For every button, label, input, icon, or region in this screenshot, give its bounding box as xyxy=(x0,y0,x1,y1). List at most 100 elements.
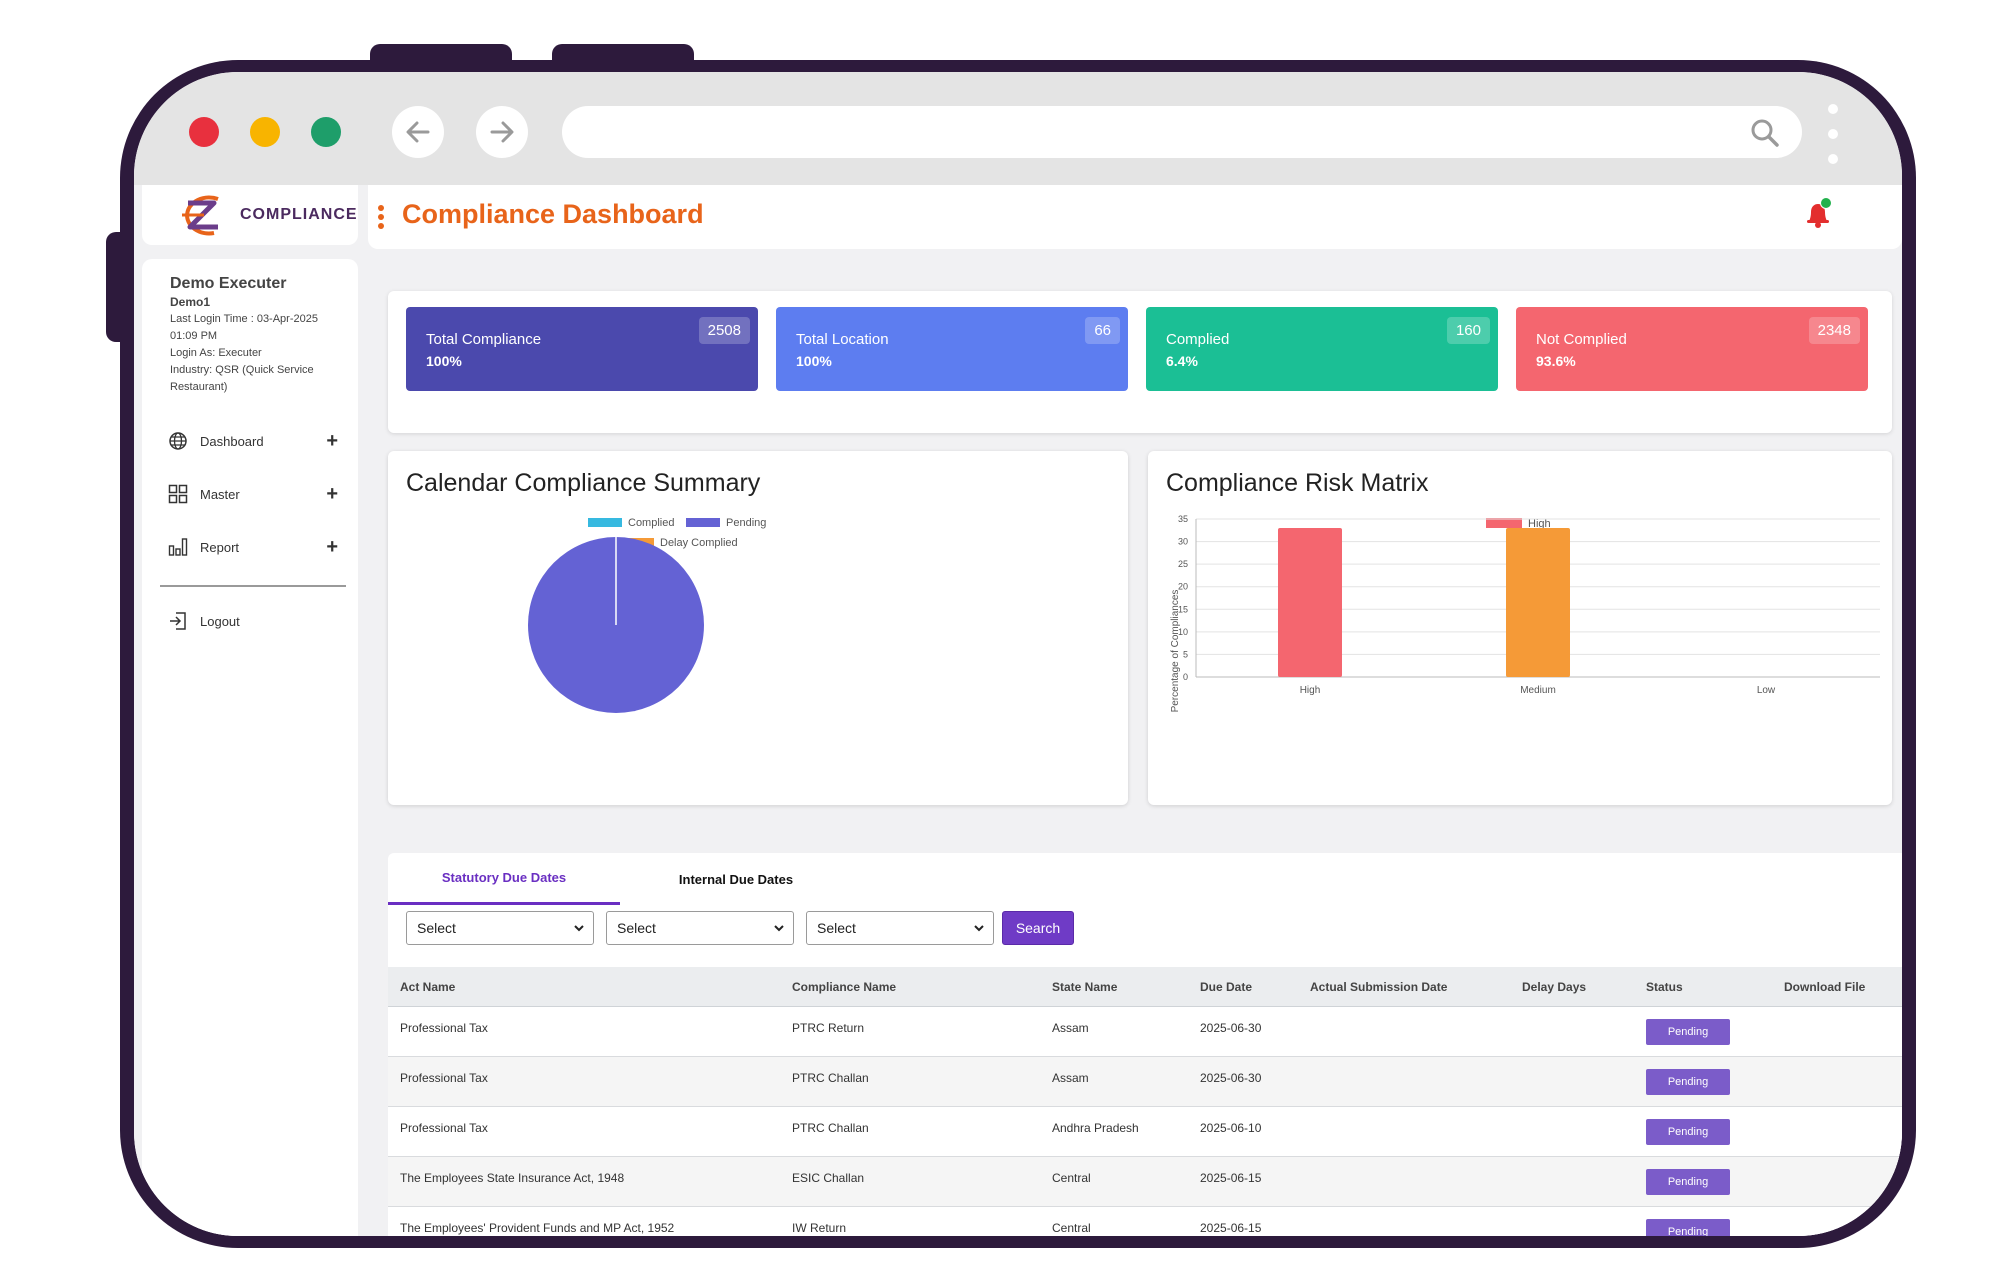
y-tick-label: 25 xyxy=(1178,559,1188,569)
cell-compliance: IW Return xyxy=(792,1221,847,1235)
industry: Industry: QSR (Quick Service Restaurant) xyxy=(170,364,314,393)
col-act-name[interactable]: Act Name xyxy=(400,980,456,994)
legend-label-high[interactable]: High xyxy=(1528,518,1551,530)
stat-complied[interactable]: Complied 6.4% 160 xyxy=(1146,307,1498,391)
browser-toolbar xyxy=(134,72,1902,185)
expand-icon[interactable]: + xyxy=(326,429,338,452)
legend-swatch-complied xyxy=(588,518,622,527)
cell-act: The Employees State Insurance Act, 1948 xyxy=(400,1171,625,1185)
col-actual-submission-date[interactable]: Actual Submission Date xyxy=(1310,980,1448,994)
cell-state: Assam xyxy=(1052,1071,1089,1085)
stat-count: 2348 xyxy=(1808,317,1860,344)
stats-panel: Total Compliance 100% 2508 Total Locatio… xyxy=(388,291,1892,433)
address-bar[interactable] xyxy=(562,106,1802,158)
sidebar-item-logout[interactable]: Logout xyxy=(168,609,338,633)
stat-percent: 93.6% xyxy=(1536,353,1576,369)
bar-medium[interactable] xyxy=(1506,528,1570,677)
back-button[interactable] xyxy=(392,106,444,158)
user-info: Demo Executer Demo1 Last Login Time : 03… xyxy=(170,275,340,396)
legend-label-complied[interactable]: Complied xyxy=(628,517,674,529)
cell-act: Professional Tax xyxy=(400,1121,488,1135)
stat-not-complied[interactable]: Not Complied 93.6% 2348 xyxy=(1516,307,1868,391)
col-delay-days[interactable]: Delay Days xyxy=(1522,980,1587,994)
cell-due-date: 2025-06-30 xyxy=(1200,1021,1262,1035)
arrow-right-icon xyxy=(490,121,514,143)
sidebar-item-label: Master xyxy=(200,486,240,502)
stat-total-location[interactable]: Total Location 100% 66 xyxy=(776,307,1128,391)
cell-compliance: ESIC Challan xyxy=(792,1171,865,1185)
expand-icon[interactable]: + xyxy=(326,482,338,505)
search-icon[interactable] xyxy=(1750,118,1780,148)
sidebar-item-dashboard[interactable]: Dashboard + xyxy=(168,429,338,453)
legend-swatch-pending xyxy=(686,518,720,527)
filter-select-2[interactable]: Select xyxy=(606,911,794,945)
window-maximize-dot[interactable] xyxy=(311,117,341,147)
stat-label: Complied xyxy=(1166,331,1230,348)
tab-internal-due-dates[interactable]: Internal Due Dates xyxy=(678,871,794,887)
sidebar-item-report[interactable]: Report + xyxy=(168,535,338,559)
cell-state: Andhra Pradesh xyxy=(1052,1121,1139,1135)
legend-label-pending[interactable]: Pending xyxy=(726,517,766,529)
bar-high[interactable] xyxy=(1278,528,1342,677)
status-badge[interactable]: Pending xyxy=(1646,1069,1730,1095)
cell-due-date: 2025-06-10 xyxy=(1200,1121,1262,1135)
menu-toggle-icon[interactable] xyxy=(378,205,384,229)
compliance-risk-matrix-card: Compliance Risk Matrix High Percentage o… xyxy=(1148,451,1892,805)
table-row: Professional Tax PTRC Challan Assam 2025… xyxy=(388,1057,1902,1107)
y-tick-label: 10 xyxy=(1178,627,1188,637)
cell-act: Professional Tax xyxy=(400,1021,488,1035)
logout-label: Logout xyxy=(200,613,240,629)
window-close-dot[interactable] xyxy=(189,117,219,147)
window-minimize-dot[interactable] xyxy=(250,117,280,147)
y-tick-label: 0 xyxy=(1183,672,1188,682)
sidebar-divider xyxy=(160,585,346,587)
select-value: Select xyxy=(417,920,456,936)
status-badge[interactable]: Pending xyxy=(1646,1169,1730,1195)
x-tick-label: High xyxy=(1300,685,1321,696)
cell-due-date: 2025-06-30 xyxy=(1200,1071,1262,1085)
status-badge[interactable]: Pending xyxy=(1646,1219,1730,1236)
cell-state: Central xyxy=(1052,1221,1091,1235)
table-row: The Employees State Insurance Act, 1948 … xyxy=(388,1157,1902,1207)
filter-select-1[interactable]: Select xyxy=(406,911,594,945)
notification-bell-icon[interactable] xyxy=(1803,197,1833,229)
tab-statutory-due-dates[interactable]: Statutory Due Dates xyxy=(388,853,620,905)
stat-total-compliance[interactable]: Total Compliance 100% 2508 xyxy=(406,307,758,391)
brand-logo[interactable]: COMPLIANCE xyxy=(142,185,358,245)
stat-percent: 6.4% xyxy=(1166,353,1198,369)
calendar-compliance-summary-card: Calendar Compliance Summary Complied Pen… xyxy=(388,451,1128,805)
status-badge[interactable]: Pending xyxy=(1646,1119,1730,1145)
cell-state: Central xyxy=(1052,1171,1091,1185)
sidebar-item-master[interactable]: Master + xyxy=(168,482,338,506)
browser-menu-icon[interactable] xyxy=(1828,104,1838,164)
stat-percent: 100% xyxy=(796,353,832,369)
forward-button[interactable] xyxy=(476,106,528,158)
x-tick-label: Medium xyxy=(1520,685,1556,696)
search-button[interactable]: Search xyxy=(1002,911,1074,945)
chevron-down-icon xyxy=(774,925,784,932)
cell-compliance: PTRC Challan xyxy=(792,1071,869,1085)
page-title: Compliance Dashboard xyxy=(402,199,704,229)
stat-count: 160 xyxy=(1446,317,1490,344)
stat-count: 66 xyxy=(1085,317,1120,344)
sidebar-item-label: Report xyxy=(200,539,240,555)
legend-swatch-high xyxy=(1486,518,1522,528)
col-due-date[interactable]: Due Date xyxy=(1200,980,1253,994)
stat-label: Total Compliance xyxy=(426,331,542,348)
globe-icon xyxy=(169,432,187,450)
cell-act: Professional Tax xyxy=(400,1071,488,1085)
bar-chart: High Percentage of Compliances 0 5 10 15 20 2… xyxy=(1170,514,1880,713)
y-axis-label: Percentage of Compliances xyxy=(1170,590,1181,713)
col-download-file[interactable]: Download File xyxy=(1784,980,1866,994)
col-state-name[interactable]: State Name xyxy=(1052,980,1118,994)
expand-icon[interactable]: + xyxy=(326,535,338,558)
col-compliance-name[interactable]: Compliance Name xyxy=(792,980,897,994)
legend-label-delay-complied[interactable]: Delay Complied xyxy=(660,537,738,549)
table-header: Act Name Compliance Name State Name Due … xyxy=(388,967,1902,1007)
user-id: Demo1 xyxy=(170,295,211,309)
col-status[interactable]: Status xyxy=(1646,980,1683,994)
stat-label: Total Location xyxy=(796,331,889,348)
card-title: Compliance Risk Matrix xyxy=(1166,469,1429,497)
status-badge[interactable]: Pending xyxy=(1646,1019,1730,1045)
filter-select-3[interactable]: Select xyxy=(806,911,994,945)
